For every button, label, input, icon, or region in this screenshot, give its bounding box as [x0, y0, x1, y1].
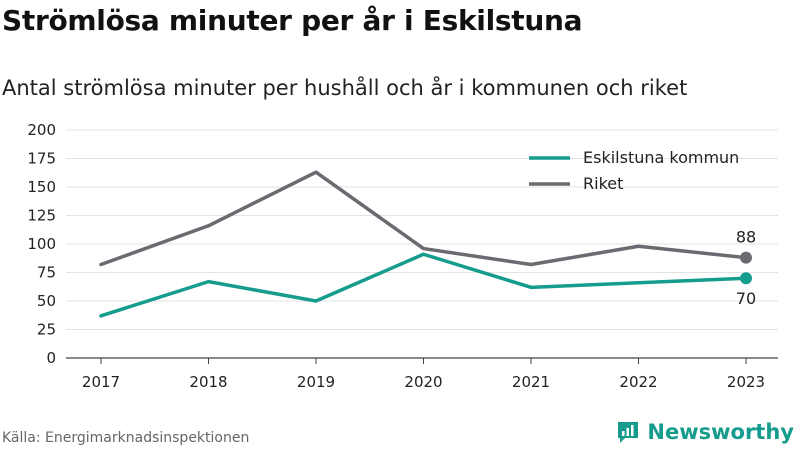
series-line: [99, 170, 748, 267]
y-tick-label: 50: [37, 292, 56, 310]
y-tick-label: 0: [46, 349, 56, 367]
bar-chart-icon: [618, 422, 639, 443]
x-tick-label: 2018: [189, 373, 227, 391]
series-endpoint: [740, 272, 752, 285]
legend-label: Riket: [583, 174, 623, 193]
x-tick-label: 2021: [512, 373, 550, 391]
x-tick-label: 2022: [619, 373, 657, 391]
y-tick-label: 200: [27, 121, 56, 139]
y-tick-label: 75: [37, 264, 56, 282]
x-tick-label: 2020: [404, 373, 442, 391]
chart-subtitle: Antal strömlösa minuter per hushåll och …: [2, 76, 688, 100]
x-tick-label: 2019: [297, 373, 335, 391]
x-tick-label: 2023: [727, 373, 765, 391]
y-tick-label: 175: [27, 150, 56, 168]
legend-label: Eskilstuna kommun: [583, 148, 739, 167]
series-line: [99, 252, 748, 318]
x-tick-label: 2017: [82, 373, 120, 391]
y-tick-label: 100: [27, 235, 56, 253]
source-note: Källa: Energimarknadsinspektionen: [2, 430, 250, 446]
x-axis-ticks: 2017 2018 2019 2020 2021 2022 2023: [82, 358, 765, 391]
y-tick-label: 125: [27, 207, 56, 225]
y-tick-label: 25: [37, 321, 56, 339]
series-endpoint: [740, 251, 752, 264]
legend: Eskilstuna kommun Riket: [529, 148, 739, 193]
end-label-eskilstuna: 70: [736, 289, 756, 308]
grid-lines: [66, 129, 778, 359]
brand-name: Newsworthy: [647, 420, 794, 444]
end-labels: 88 70: [736, 228, 756, 309]
end-label-riket: 88: [736, 228, 756, 247]
y-tick-label: 150: [27, 178, 56, 196]
chart-title: Strömlösa minuter per år i Eskilstuna: [2, 4, 583, 37]
y-axis-ticks: 0 25 50 75 100 125 150 175 200: [27, 121, 56, 367]
series-lines: [99, 170, 752, 318]
brand-logo: Newsworthy: [615, 419, 794, 445]
